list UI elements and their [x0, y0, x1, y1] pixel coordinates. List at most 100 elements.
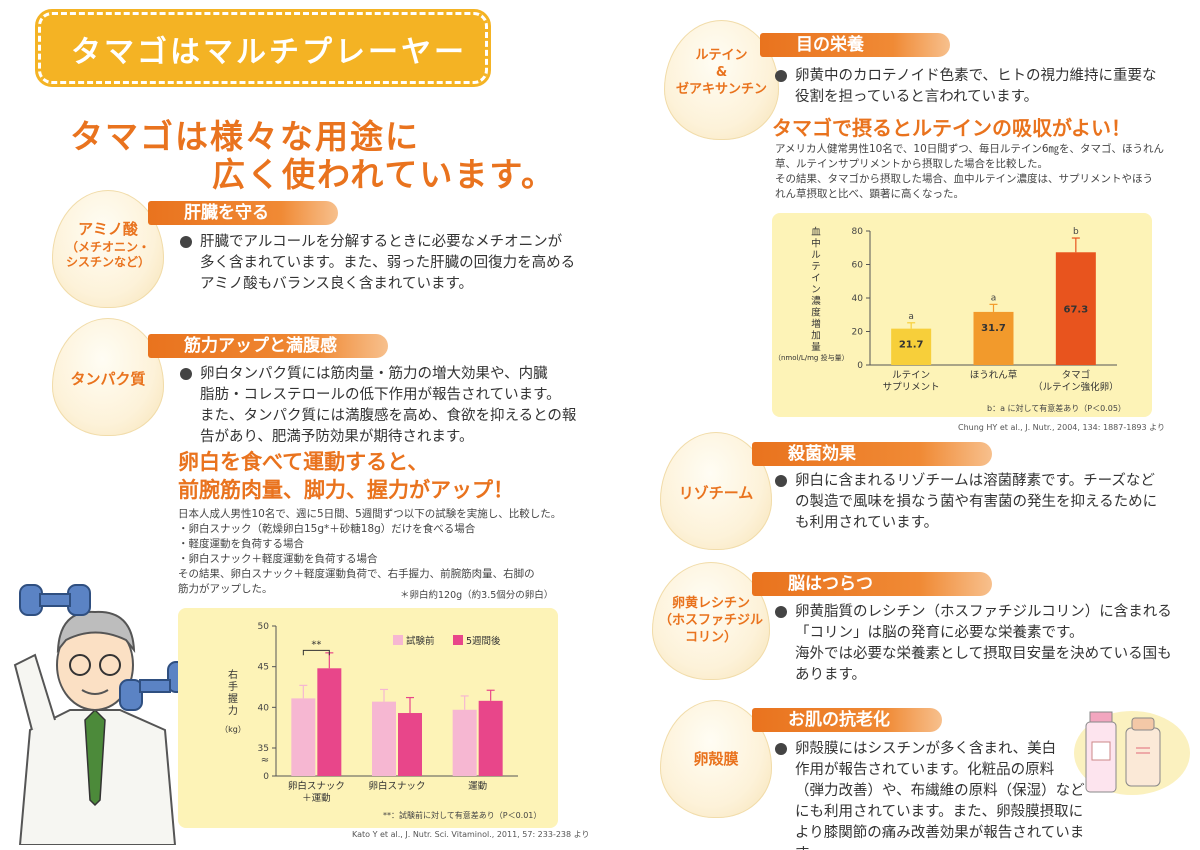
- lutein-study: アメリカ人健常男性10名で、10日間ずつ、毎日ルテイン6㎎を、タマゴ、ほうれん …: [775, 142, 1175, 202]
- y-label-char: 濃: [811, 295, 821, 307]
- significance-mark: **: [311, 639, 321, 650]
- y-label-char: 度: [811, 307, 821, 319]
- x-tick-label: 卵白スナック: [288, 780, 345, 792]
- chart-note: **：試験前に対して有意差あり（P＜0.01）: [383, 810, 541, 820]
- lutein-headline: タマゴで摂るとルテインの吸収がよい！: [772, 116, 1131, 140]
- egg-label: リゾチーム: [678, 484, 754, 502]
- text-line: あります。: [795, 667, 867, 683]
- legend-label: 5週間後: [466, 635, 501, 647]
- section-text: 卵白タンパク質には筋肉量・筋力の増大効果や、内臓 脂肪・コレステロールの低下作用…: [180, 364, 600, 448]
- data-label: 21.7: [899, 340, 924, 351]
- section-title-bar: 筋力アップと満腹感: [148, 334, 388, 358]
- study-line: その結果、卵白スナック＋軽度運動負荷で、右手握力、前腕筋肉量、右脚の: [178, 568, 535, 580]
- section-title-bar: 殺菌効果: [752, 442, 992, 466]
- text-line: 卵殻膜にはシスチンが多く含まれ、美白: [795, 741, 1057, 757]
- axis-break: ≈: [261, 755, 269, 766]
- egg-lecithin: 卵黄レシチン （ホスファチジル コリン）: [652, 562, 770, 680]
- study-line: 筋力がアップした。: [178, 583, 273, 595]
- chart-note: b：a に対して有意差あり（P＜0.05）: [987, 403, 1126, 413]
- egg-label: ルテイン & ゼアキサンチン: [664, 48, 779, 99]
- y-tick-label: 20: [852, 328, 864, 338]
- section-text: 卵黄脂質のレシチン（ホスファチジルコリン）に含まれる 「コリン」は脳の発育に必要…: [775, 602, 1185, 686]
- text-line: また、タンパク質には満腹感を高め、食欲を抑えるとの報: [200, 408, 577, 424]
- x-tick-label: タマゴ: [1062, 369, 1091, 381]
- section-title-bar: お肌の抗老化: [752, 708, 942, 732]
- text-line: 多く含まれています。また、弱った肝臓の回復力を高める: [200, 255, 576, 271]
- headline-line2: 広く使われています。: [212, 155, 557, 194]
- x-tick-label: 運動: [468, 781, 487, 792]
- citation-left: Kato Y et al., J. Nutr. Sci. Vitaminol.,…: [352, 830, 590, 839]
- egg-lutein: ルテイン & ゼアキサンチン: [664, 20, 779, 140]
- sub-headline-line1: 卵白を食べて運動すると、: [178, 450, 429, 474]
- bar: [398, 713, 422, 776]
- text-line: 告があり、肥満予防効果が期待されます。: [200, 429, 474, 445]
- y-label-char: 握: [228, 692, 238, 705]
- y-label-char: 右: [228, 668, 238, 681]
- egg-protein: タンパク質: [52, 318, 164, 436]
- section-title-bar: 脳はつらつ: [752, 572, 992, 596]
- egg-line: コリン）: [684, 629, 737, 645]
- bullet-icon: [775, 606, 787, 618]
- y-label-char: ル: [811, 250, 821, 261]
- section-text: 卵殻膜にはシスチンが多く含まれ、美白 作用が報告されています。化粧品の原料 （弾…: [775, 739, 1085, 850]
- text-line: 作用が報告されています。化粧品の原料: [795, 762, 1055, 778]
- text-line: 卵白に含まれるリゾチームは溶菌酵素です。チーズなど: [795, 473, 1155, 489]
- bar: [291, 698, 316, 776]
- bullet-icon: [775, 475, 787, 487]
- legend-swatch: [393, 635, 403, 645]
- legend-swatch: [453, 635, 463, 645]
- egg-amino-acid: アミノ酸 （メチオニン・ シスチンなど）: [52, 190, 164, 308]
- text-line: も利用されています。: [795, 515, 939, 531]
- study-line: ・軽度運動を負荷する場合: [178, 538, 304, 550]
- cosmetics-illustration: [1074, 711, 1190, 795]
- text-line: 脂肪・コレステロールの低下作用が報告されています。: [200, 387, 561, 403]
- bullet-icon: [180, 368, 192, 380]
- bar: [317, 668, 342, 776]
- significance-bracket: [302, 649, 330, 656]
- x-tick-label: サプリメント: [883, 382, 940, 393]
- y-label-char: イ: [811, 273, 821, 284]
- section-text: 卵黄中のカロテノイド色素で、ヒトの視力維持に重要な 役割を担っていると言われてい…: [775, 66, 1175, 108]
- egg-label: 卵殻膜: [693, 750, 739, 768]
- x-tick-label: ほうれん草: [970, 369, 1018, 381]
- egg-line: （ホスファチジル: [658, 612, 763, 628]
- text-line: 肝臓でアルコールを分解するときに必要なメチオニンが: [200, 234, 563, 250]
- study-line: 草、ルテインサプリメントから摂取した場合を比較した。: [775, 158, 1048, 170]
- y-label-unit: （kg）: [220, 725, 246, 734]
- y-tick-label: 40: [258, 703, 270, 713]
- text-line: 卵白タンパク質には筋肉量・筋力の増大効果や、内臓: [200, 366, 548, 382]
- text-line: アミノ酸もバランス良く含まれています。: [200, 276, 474, 292]
- y-label-char: 力: [228, 704, 238, 717]
- bar: [891, 328, 932, 365]
- egg-line: 卵黄レシチン: [671, 596, 750, 611]
- y-tick-label: 45: [258, 663, 269, 673]
- data-label: 67.3: [1063, 304, 1088, 315]
- study-line: その結果、タマゴから摂取した場合、血中ルテイン濃度は、サプリメントやほう: [775, 173, 1153, 185]
- study-description: 日本人成人男性10名で、週に5日間、5週間ずつ以下の試験を実施し、比較した。 ・…: [178, 507, 578, 597]
- bullet-icon: [775, 70, 787, 82]
- headline-line1: タマゴは様々な用途に: [70, 117, 420, 156]
- egg-line: ルテイン: [695, 48, 748, 63]
- section-title-bar: 肝臓を守る: [148, 201, 338, 225]
- x-tick-label: ＋運動: [302, 793, 331, 804]
- bar: [478, 700, 503, 776]
- bar: [372, 701, 396, 776]
- text-line: 海外では必要な栄養素として摂取目安量を決めている国も: [795, 646, 1172, 662]
- study-footnote: ＊卵白約120g（約3.5個分の卵白）: [400, 590, 554, 601]
- legend-label: 試験前: [406, 635, 435, 647]
- y-tick-label: 0: [263, 772, 269, 782]
- bullet-icon: [180, 236, 192, 248]
- text-line: 「コリン」は脳の発育に必要な栄養素です。: [795, 625, 1084, 641]
- text-line: の製造で風味を損なう菌や有害菌の発生を抑えるために: [795, 494, 1158, 510]
- egg-label: 卵黄レシチン （ホスファチジル コリン）: [652, 596, 770, 647]
- text-line: 役割を担っていると言われています。: [795, 89, 1039, 105]
- y-tick-label: 0: [857, 361, 863, 371]
- x-tick-label: （ルテイン強化卵）: [1033, 381, 1119, 393]
- banner-title: タマゴはマルチプレーヤー: [71, 35, 467, 70]
- section-title: お肌の抗老化: [788, 710, 890, 730]
- y-tick-label: 80: [852, 227, 864, 237]
- significance-letter: a: [991, 293, 997, 303]
- section-title: 目の栄養: [796, 35, 864, 55]
- x-tick-label: 卵白スナック: [368, 780, 425, 792]
